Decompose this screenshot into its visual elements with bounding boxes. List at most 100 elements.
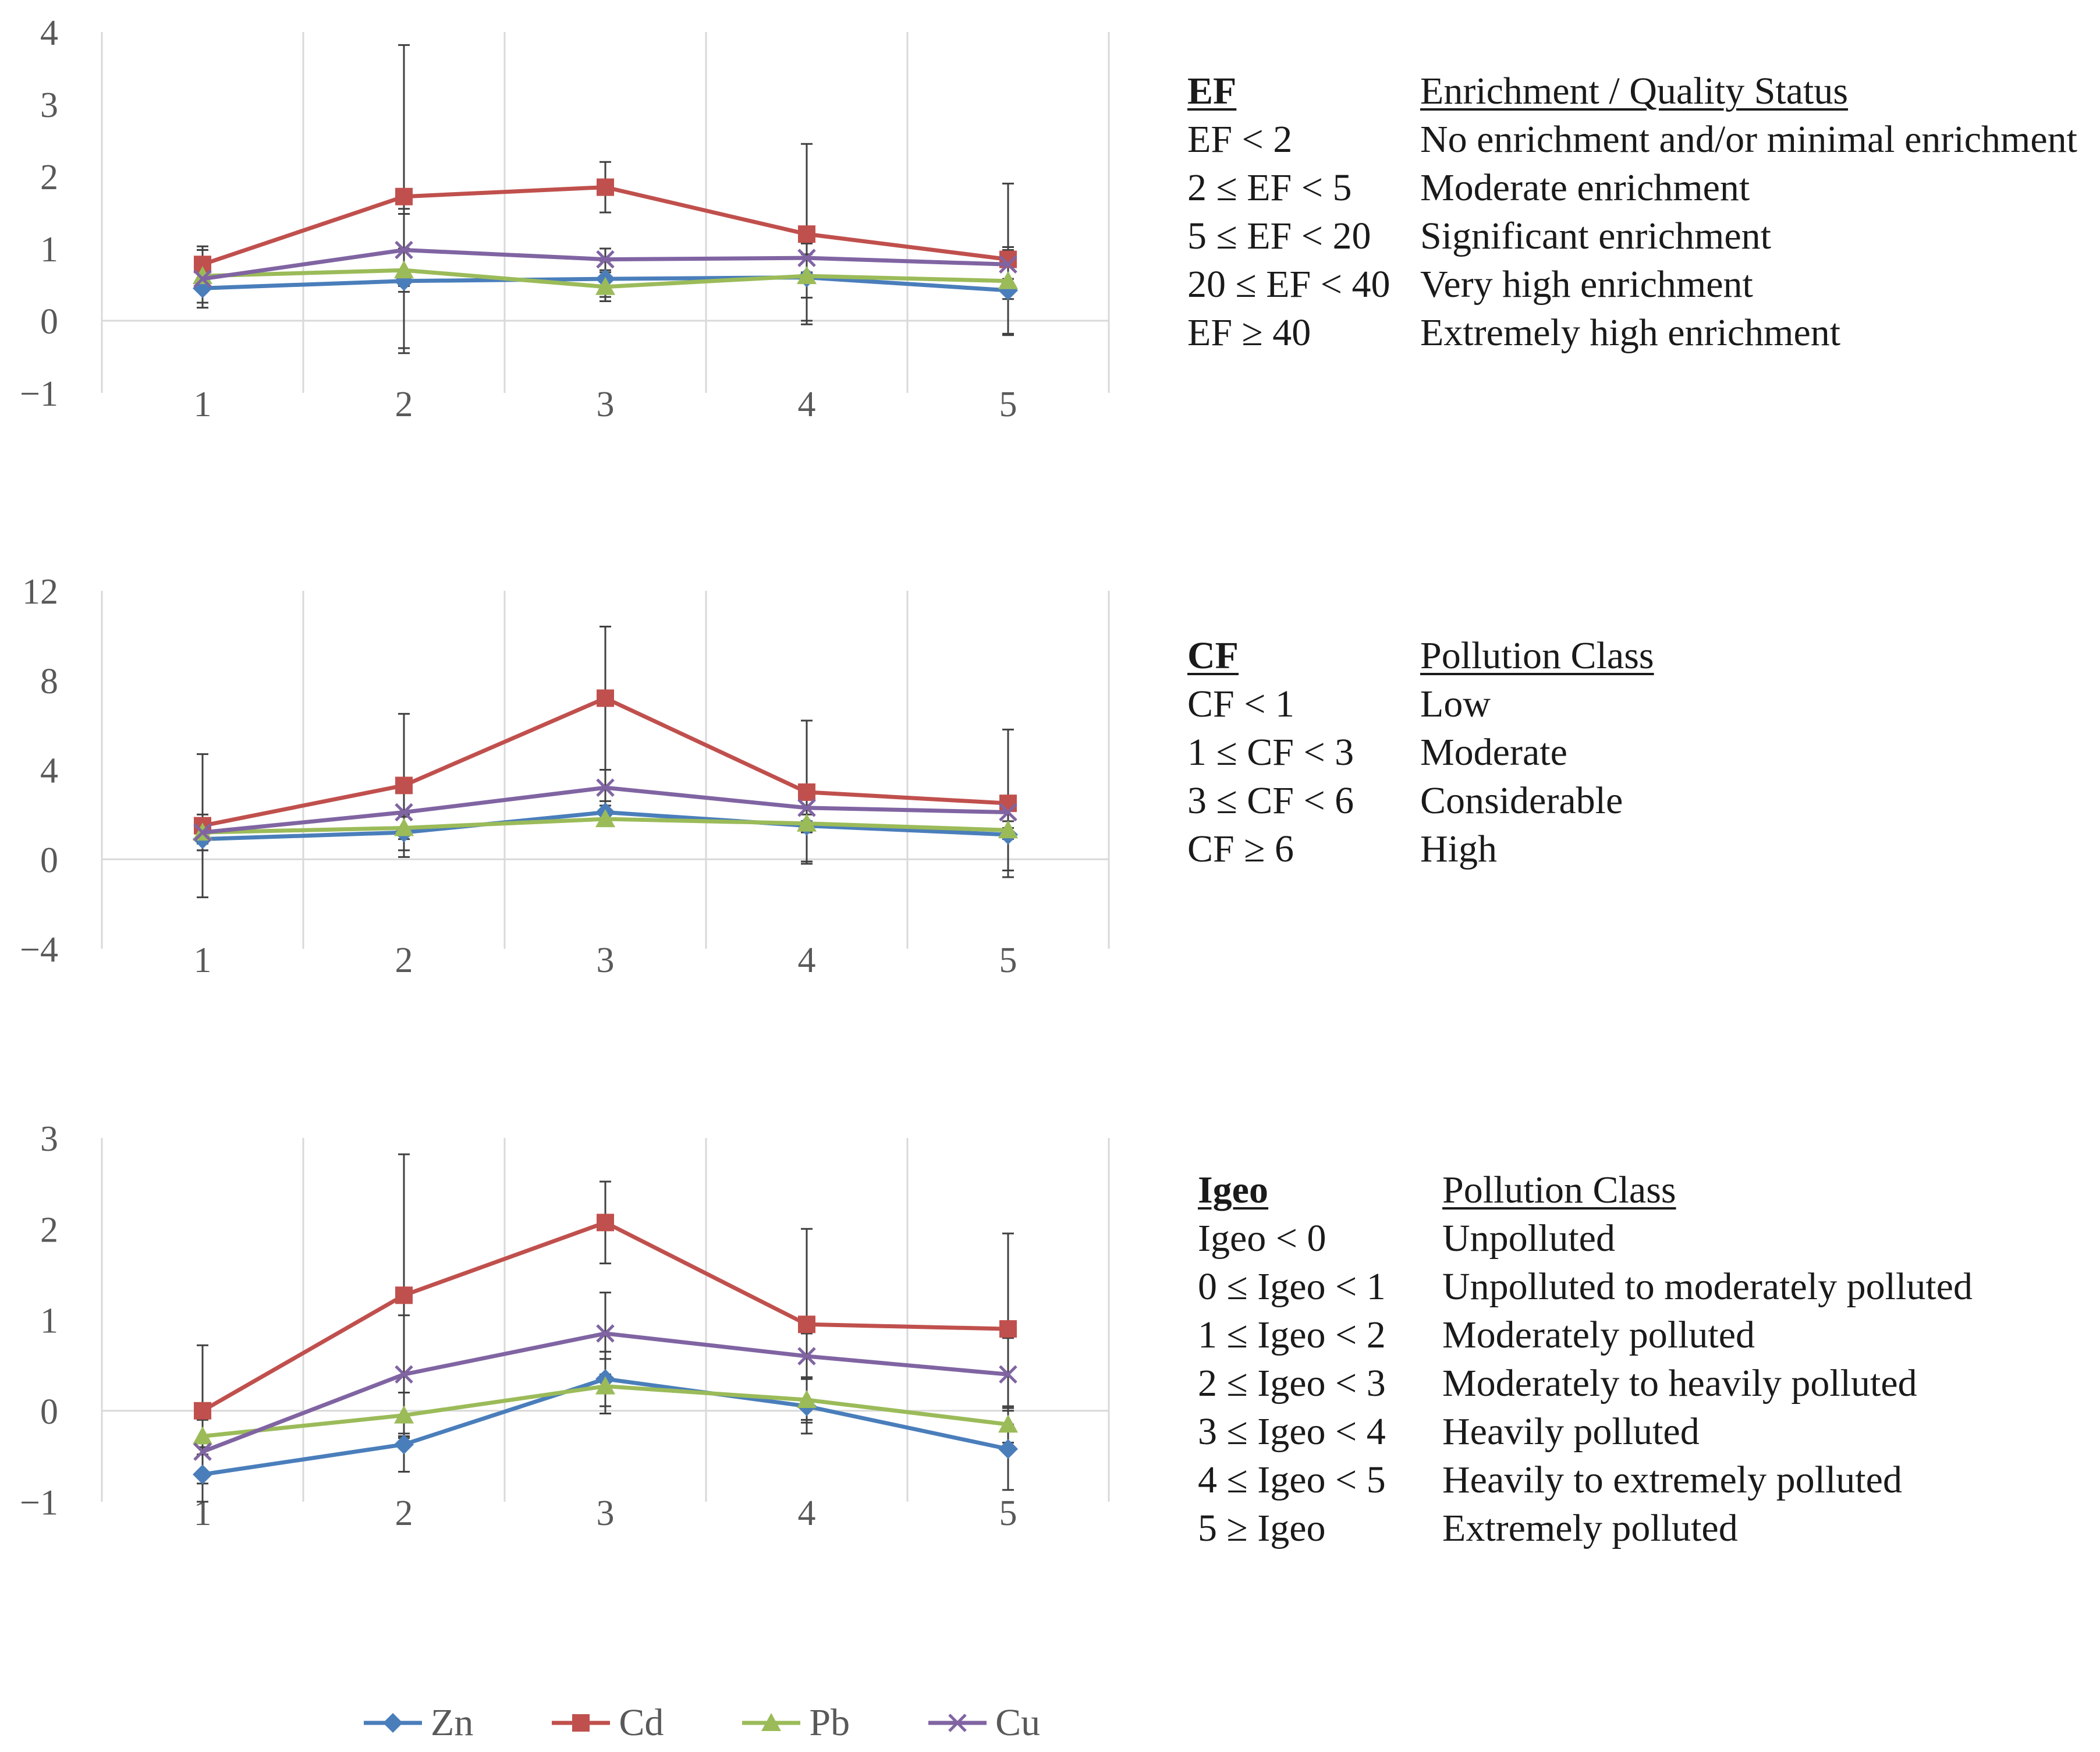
legend-swatch-pb — [742, 1713, 801, 1731]
data-point-cu — [999, 1365, 1017, 1384]
x-tick-label: 1 — [194, 385, 212, 424]
data-point-cu — [999, 803, 1017, 822]
data-point-zn — [394, 1434, 414, 1455]
igeo-table-row: 0 ≤ Igeo < 1 Unpolluted to moderately pol… — [1198, 1265, 1973, 1308]
y-tick-label: 0 — [40, 302, 58, 342]
x-tick-label: 2 — [395, 1494, 413, 1533]
data-point-cu — [596, 778, 615, 797]
x-tick-label: 2 — [395, 385, 413, 424]
data-point-cd — [395, 776, 413, 795]
y-tick-label: 0 — [40, 840, 58, 880]
igeo-table-row: 3 ≤ Igeo < 4 Heavily polluted — [1198, 1410, 1700, 1453]
data-point-pb — [394, 1405, 414, 1424]
cf-table-row: CF < 1 Low — [1187, 683, 1491, 725]
data-point-cd — [999, 795, 1017, 813]
data-point-cd — [798, 1315, 815, 1333]
legend-label: Cd — [619, 1701, 664, 1744]
data-point-cd — [597, 178, 614, 196]
cf-table-header-index: CF — [1187, 634, 1239, 677]
data-point-cd — [798, 225, 815, 243]
cf-table-header-class: Pollution Class — [1420, 634, 1654, 677]
series-legend: Zn Cd Pb Cu — [361, 1694, 1116, 1752]
x-tick-label: 3 — [597, 385, 615, 424]
data-point-cd — [395, 1286, 413, 1304]
data-point-cd — [798, 783, 815, 801]
legend-item-cd: Cd — [549, 1701, 664, 1745]
data-point-cu — [395, 1365, 413, 1384]
data-point-cd — [395, 187, 413, 205]
igeo-table-row: 5 ≥ Igeo Extremely polluted — [1198, 1507, 1738, 1549]
igeo-table-row: Igeo < 0 Unpolluted — [1198, 1217, 1615, 1260]
cf-table-row: CF ≥ 6 High — [1187, 828, 1497, 870]
y-tick-label: 4 — [40, 751, 58, 791]
y-tick-label: 0 — [40, 1392, 58, 1432]
y-tick-label: 12 — [22, 572, 58, 612]
data-point-cd — [194, 1402, 211, 1420]
data-point-cu — [596, 1324, 615, 1343]
cf-table-row: 3 ≤ CF < 6 Considerable — [1187, 779, 1623, 822]
igeo-table-header-class: Pollution Class — [1442, 1169, 1676, 1211]
y-tick-label: 8 — [40, 662, 58, 701]
legend-marker-zn — [383, 1713, 403, 1733]
ef-table-row: 2 ≤ EF < 5 Moderate enrichment — [1187, 166, 1750, 209]
legend-item-cu: Cu — [925, 1701, 1040, 1745]
x-tick-label: 4 — [798, 385, 816, 424]
x-tick-label: 5 — [999, 1494, 1017, 1533]
legend-marker-cu — [948, 1714, 967, 1732]
data-point-zn — [998, 1439, 1018, 1459]
legend-marker-pb — [761, 1713, 782, 1731]
ef-table-header-status: Enrichment / Quality Status — [1420, 70, 1849, 112]
data-point-cu — [193, 269, 212, 288]
x-tick-label: 5 — [999, 941, 1017, 980]
data-point-cu — [797, 1347, 816, 1366]
y-tick-label: 1 — [40, 1301, 58, 1341]
legend-marker-cd — [572, 1714, 590, 1732]
legend-item-pb: Pb — [739, 1701, 850, 1745]
data-point-pb — [193, 1426, 212, 1445]
data-point-pb — [797, 1390, 817, 1408]
cf-table-row: 1 ≤ CF < 3 Moderate — [1187, 731, 1567, 774]
y-tick-label: 2 — [40, 1210, 58, 1250]
igeo-table-row: 2 ≤ Igeo < 3 Moderately to heavily pollut… — [1198, 1362, 1917, 1405]
x-tick-label: 4 — [798, 1494, 816, 1533]
igeo-table-header-index: Igeo — [1198, 1169, 1268, 1211]
x-tick-label: 3 — [597, 941, 615, 980]
data-point-pb — [998, 820, 1018, 839]
data-point-pb — [998, 1414, 1018, 1433]
y-tick-label: 3 — [40, 86, 58, 125]
x-tick-label: 2 — [395, 941, 413, 980]
data-point-pb — [394, 818, 414, 836]
x-tick-label: 1 — [194, 941, 212, 980]
y-tick-label: −1 — [20, 1483, 58, 1523]
data-point-pb — [595, 809, 615, 828]
data-point-pb — [797, 266, 817, 285]
data-point-cu — [193, 823, 212, 842]
data-point-cu — [596, 250, 615, 269]
legend-item-zn: Zn — [361, 1701, 473, 1745]
legend-label: Pb — [809, 1701, 850, 1744]
data-point-pb — [595, 1376, 615, 1395]
igeo-class-table: Igeo Pollution Class Igeo < 0 Unpolluted … — [1198, 1166, 1973, 1552]
data-point-cd — [999, 1320, 1017, 1338]
x-tick-label: 3 — [597, 1494, 615, 1533]
data-point-pb — [998, 271, 1018, 289]
chart-panel-ef: 4 3 2 1 0 −1 1 2 3 4 5 — [20, 13, 1110, 424]
data-point-pb — [595, 276, 615, 295]
y-tick-label: 3 — [40, 1119, 58, 1159]
data-point-pb — [797, 813, 817, 832]
legend-label: Zn — [431, 1701, 474, 1744]
ef-class-table: EF Enrichment / Quality Status EF < 2 No … — [1187, 67, 2077, 357]
legend-swatch-cu — [928, 1714, 987, 1732]
ef-table-row: 5 ≤ EF < 20 Significant enrichment — [1187, 215, 1771, 257]
data-point-zn — [193, 1464, 212, 1485]
legend-label: Cu — [995, 1701, 1041, 1744]
data-point-cu — [797, 799, 816, 817]
data-point-pb — [394, 260, 414, 279]
y-tick-label: −1 — [20, 374, 58, 414]
legend-swatch-zn — [364, 1713, 422, 1733]
data-point-cu — [999, 255, 1017, 274]
igeo-table-row: 1 ≤ Igeo < 2 Moderately polluted — [1198, 1314, 1755, 1356]
